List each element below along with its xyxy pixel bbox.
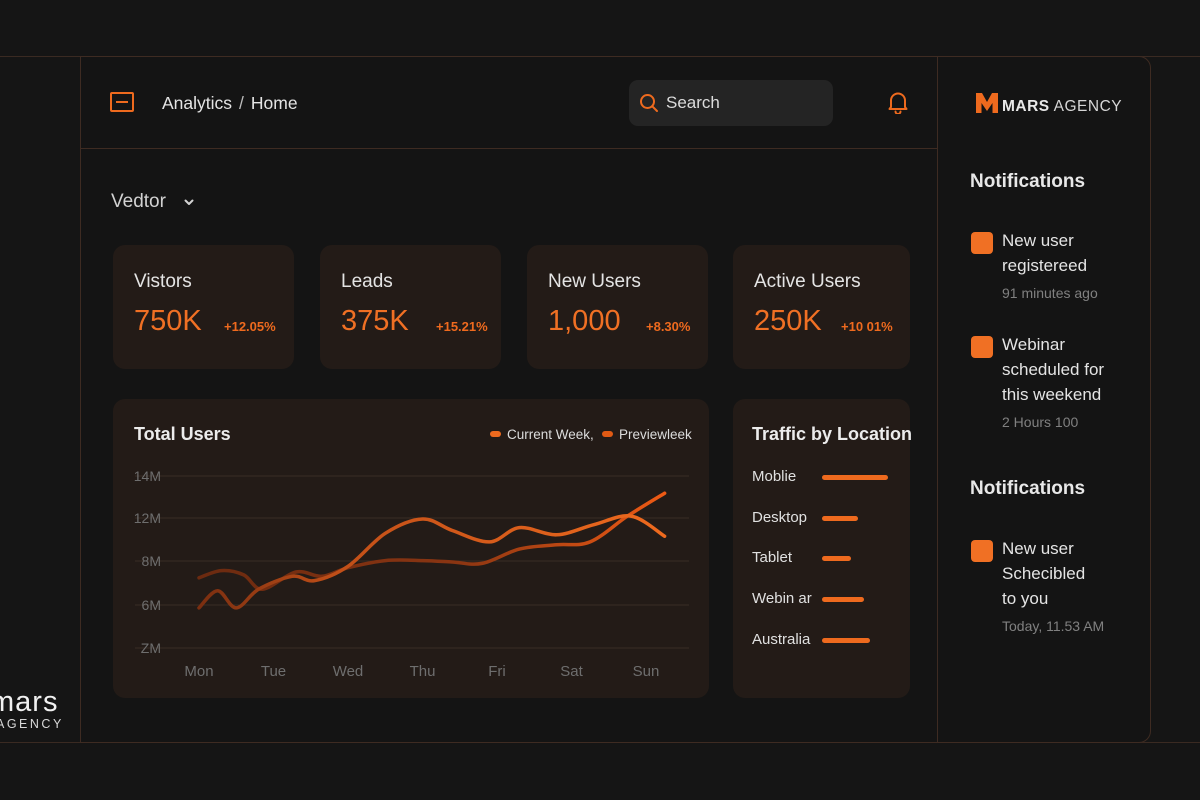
search-box[interactable] [629,80,833,126]
notification-icon [971,232,993,254]
traffic-bar [822,475,888,480]
x-tick-label: Wed [333,663,364,680]
notification-text: to you [1002,589,1049,608]
notification-time: Today, 11.53 AM [1002,618,1105,634]
x-tick-label: Mon [184,663,213,680]
menu-toggle-icon[interactable] [110,92,134,112]
notification-icon [971,336,993,358]
x-tick-label: Fri [488,663,506,680]
notification-text: New user [1002,231,1074,250]
stat-card-active-users[interactable]: Active Users 250K +10 01% [733,245,910,369]
notification-text: scheduled for [1002,360,1105,379]
y-tick-label: 8M [142,553,161,569]
legend-swatch [490,431,501,437]
notification-time: 2 Hours 100 [1002,414,1079,430]
y-tick-label: 6M [142,597,161,613]
source-selector-label: Vedtor [111,191,166,212]
traffic-location-label: Moblie [752,468,797,485]
notification-text: Webinar [1002,335,1065,354]
traffic-title: Traffic by Location [752,424,913,444]
brand-logo[interactable]: MARS AGENCY [975,92,1122,116]
y-tick-label: ZM [141,640,161,656]
legend-current-week[interactable]: Current Week, [490,427,594,442]
mars-logo-icon [976,93,998,113]
stat-change: +12.05% [224,319,276,334]
notification-text: Schecibled [1002,564,1086,583]
notification-text: registereed [1002,256,1088,275]
stat-value: 250K [754,305,822,337]
x-tick-label: Sun [633,663,660,680]
chevron-down-icon [184,199,194,205]
background-logo: mars AGENCY [0,688,64,731]
stat-change: +15.21% [436,319,488,334]
breadcrumb: Analytics / Home [162,93,298,114]
notification-text: this weekend [1002,385,1102,404]
legend-label: Previewleek [619,427,692,442]
chart-title: Total Users [134,424,231,444]
stat-card-new-users[interactable]: New Users 1,000 +8.30% [527,245,708,369]
main-panel: Analytics / Home Vedtor Vistors 750K [81,57,938,742]
notifications-heading: Notifications [970,171,1086,192]
traffic-location-label: Tablet [752,549,793,566]
brand-name: MARS [1002,98,1050,115]
traffic-bar [822,638,870,643]
series-line-current-week[interactable] [197,514,667,610]
traffic-bar [822,516,858,521]
search-input[interactable] [666,80,826,126]
dashboard-window: Analytics / Home Vedtor Vistors 750K [80,56,1151,743]
bell-icon[interactable] [887,90,909,114]
breadcrumb-separator: / [239,93,244,113]
notification-text: New user [1002,539,1074,558]
traffic-by-location-card: Traffic by Location Moblie Desktop Tablet W… [733,399,913,698]
line-chart[interactable]: 14M 12M 8M 6M ZM Mon Tue Wed Thu Fri Sat Sun [113,399,709,698]
stat-label: Leads [341,271,393,292]
notification-icon [971,540,993,562]
y-tick-label: 14M [134,468,161,484]
x-tick-label: Thu [410,663,436,680]
stat-value: 1,000 [548,305,621,337]
top-bar: Analytics / Home [81,57,937,149]
breadcrumb-analytics[interactable]: Analytics [162,93,233,113]
y-tick-label: 12M [134,510,161,526]
stat-value: 750K [134,305,202,337]
stat-change: +8.30% [646,319,691,334]
stat-card-visitors[interactable]: Vistors 750K +12.05% [113,245,294,369]
x-tick-label: Sat [560,663,583,680]
background-logo-line2: AGENCY [0,717,64,731]
stat-label: Vistors [134,271,192,292]
legend-label: Current Week, [507,427,594,442]
source-selector[interactable]: Vedtor [111,191,194,213]
total-users-chart-card: Total Users Current Week, Previewleek 14… [113,399,709,698]
traffic-location-label: Desktop [752,509,808,526]
notification-time: 91 minutes ago [1002,285,1098,301]
stat-card-leads[interactable]: Leads 375K +15.21% [320,245,501,369]
breadcrumb-home[interactable]: Home [250,93,298,113]
traffic-location-label: Webin ar [752,590,812,607]
series-line-previous-week[interactable] [197,491,667,591]
brand-suffix: AGENCY [1053,98,1123,115]
x-tick-label: Tue [261,663,286,680]
stat-value: 375K [341,305,409,337]
legend-swatch [602,431,613,437]
traffic-location-label: Australia [752,631,811,648]
legend-previous-week[interactable]: Previewleek [602,427,692,442]
stat-change: +10 01% [841,319,893,334]
notifications-heading: Notifications [970,478,1086,499]
stat-label: Active Users [754,271,861,292]
traffic-bar [822,556,851,561]
search-icon [640,94,658,112]
stat-label: New Users [548,271,641,292]
traffic-bar [822,597,864,602]
background-logo-line1: mars [0,686,59,718]
notifications-sidebar: MARS AGENCY Notifications New user regist… [938,57,1150,742]
